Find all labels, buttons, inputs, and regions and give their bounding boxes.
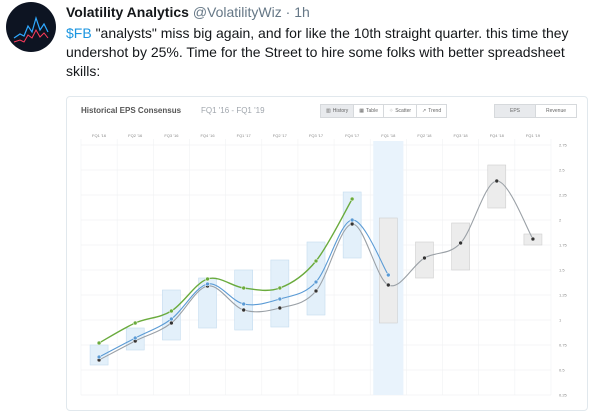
avatar-chart-icon — [13, 15, 49, 43]
chart-subtitle: FQ1 '16 - FQ1 '19 — [201, 106, 265, 115]
y-tick-label: 2.5 — [559, 168, 565, 173]
data-point-estimate-blue — [132, 335, 138, 341]
x-tick-label: FQ3 '18 — [454, 133, 469, 138]
y-tick-label: 0.25 — [559, 393, 568, 398]
x-tick-label: FQ3 '17 — [309, 133, 324, 138]
data-point-estimate-gray — [530, 236, 536, 242]
data-point-estimate-blue — [386, 272, 391, 278]
table-icon: ▦ — [359, 108, 365, 114]
tab-table-label: Table — [366, 108, 378, 114]
user-handle[interactable]: @VolatilityWiz — [192, 4, 282, 20]
data-point-estimate-gray — [241, 307, 246, 313]
data-point-estimate-blue — [277, 296, 283, 302]
data-point-actual — [96, 340, 102, 346]
scatter-icon: ⁘ — [388, 108, 394, 114]
x-tick-label: FQ4 '17 — [345, 133, 360, 138]
x-tick-label: FQ2 '16 — [128, 133, 143, 138]
tab-trend[interactable]: ↗ Trend — [416, 104, 448, 118]
avatar[interactable] — [6, 2, 56, 52]
cashtag-link[interactable]: $FB — [66, 25, 92, 41]
estimate-range-box — [162, 289, 181, 341]
estimate-range-box — [487, 164, 507, 209]
y-tick-label: 0.5 — [559, 368, 565, 373]
data-point-estimate-blue — [241, 301, 246, 307]
data-point-estimate-gray — [494, 178, 500, 184]
data-point-estimate-gray — [313, 288, 319, 294]
y-tick-label: 2.25 — [559, 193, 568, 198]
x-tick-label: FQ1 '17 — [237, 133, 252, 138]
header-separator: · — [285, 4, 291, 20]
data-point-estimate-blue — [313, 279, 319, 285]
tweet-timestamp[interactable]: 1h — [294, 4, 310, 20]
estimate-range-box — [306, 241, 326, 316]
estimate-range-box — [379, 217, 398, 324]
data-point-estimate-blue — [205, 281, 210, 287]
estimate-range-box — [451, 222, 470, 271]
data-point-actual — [205, 276, 210, 282]
data-point-estimate-gray — [169, 320, 174, 326]
data-point-actual — [349, 196, 355, 202]
chart-title: Historical EPS Consensus — [81, 106, 182, 115]
x-tick-label: FQ1 '19 — [526, 133, 541, 138]
tab-history-label: History — [332, 108, 349, 114]
estimate-range-box — [234, 269, 253, 331]
metric-tabs: EPS Revenue — [494, 104, 577, 118]
y-tick-label: 1.5 — [559, 268, 565, 273]
x-tick-label: FQ1 '16 — [92, 133, 107, 138]
data-point-estimate-gray — [349, 221, 355, 227]
x-tick-label: FQ4 '16 — [200, 133, 215, 138]
y-tick-label: 1 — [559, 318, 562, 323]
data-point-estimate-gray — [386, 282, 391, 288]
tweet-text: $FB "analysts" miss big again, and for l… — [66, 24, 596, 81]
x-tick-label: FQ2 '17 — [273, 133, 288, 138]
data-point-estimate-gray — [458, 240, 463, 246]
y-tick-label: 2.75 — [559, 143, 568, 148]
data-point-estimate-blue — [96, 354, 102, 360]
data-point-estimate-blue — [169, 316, 174, 322]
tab-scatter-label: Scatter — [395, 108, 412, 114]
bar-chart-icon: ▥ — [326, 108, 331, 114]
data-point-actual — [241, 285, 246, 291]
data-point-estimate-gray — [422, 255, 427, 261]
y-tick-label: 1.25 — [559, 293, 568, 298]
data-point-actual — [313, 258, 319, 264]
data-point-estimate-gray — [277, 305, 283, 311]
eps-chart[interactable]: 0.25 0.5 0.75 1 1.25 1.5 1.75 2 2.25 2.5 2.75 FQ1 '… — [67, 97, 587, 410]
y-tick-label: 0.75 — [559, 343, 568, 348]
x-tick-label: FQ3 '16 — [164, 133, 179, 138]
chart-card[interactable]: Historical EPS Consensus FQ1 '16 - FQ1 '… — [66, 96, 588, 411]
data-point-actual — [277, 285, 283, 291]
y-tick-label: 1.75 — [559, 243, 568, 248]
tweet-body: "analysts" miss big again, and for like … — [66, 25, 569, 79]
tweet-header: Volatility Analytics @VolatilityWiz · 1h — [66, 4, 310, 20]
tab-trend-label: Trend — [428, 108, 442, 114]
x-tick-label: FQ4 '18 — [490, 133, 505, 138]
estimate-range-box — [270, 259, 290, 328]
display-name[interactable]: Volatility Analytics — [66, 4, 189, 20]
tab-revenue[interactable]: Revenue — [535, 104, 577, 118]
tab-history[interactable]: ▥ History — [320, 104, 355, 118]
x-tick-label: FQ2 '18 — [417, 133, 432, 138]
y-tick-label: 2 — [559, 218, 562, 223]
data-point-estimate-blue — [349, 217, 355, 223]
data-point-actual — [169, 308, 174, 314]
trend-icon: ↗ — [422, 108, 427, 114]
data-point-actual — [132, 320, 138, 326]
view-tabs: ▥ History ▦ Table ⁘ Scatter ↗ Trend — [320, 104, 448, 118]
x-tick-label: FQ1 '18 — [381, 133, 396, 138]
